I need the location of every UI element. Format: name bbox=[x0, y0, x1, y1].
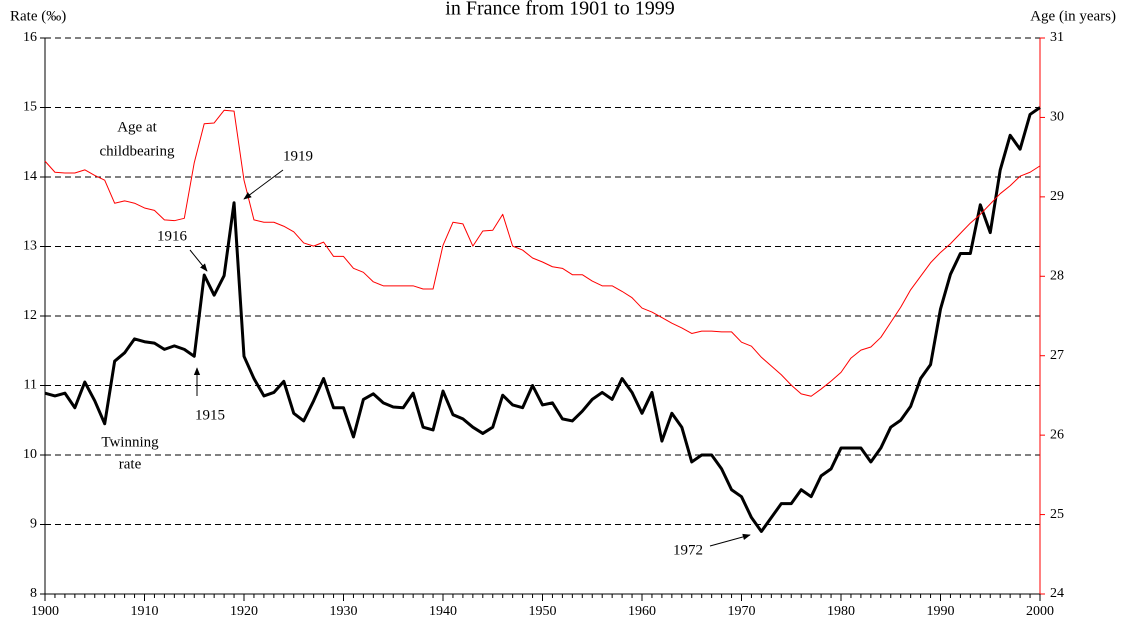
x-tick-label: 1980 bbox=[827, 604, 855, 619]
annotation: 1972 bbox=[673, 542, 703, 558]
y2-axis-label: Age (in years) bbox=[1030, 8, 1116, 24]
x-tick-label: 1950 bbox=[529, 604, 557, 619]
annotation: 1915 bbox=[195, 407, 225, 423]
y2-tick-label: 30 bbox=[1050, 110, 1064, 125]
y-tick-label: 16 bbox=[23, 30, 37, 45]
y2-tick-label: 24 bbox=[1050, 586, 1064, 601]
y-axis-label: Rate (‰) bbox=[10, 8, 66, 24]
annotation-arrow bbox=[189, 249, 208, 272]
y2-tick-label: 27 bbox=[1050, 348, 1064, 363]
y-tick-label: 9 bbox=[30, 517, 37, 532]
data-line bbox=[44, 109, 1041, 397]
annotation-arrow bbox=[243, 169, 284, 200]
x-tick-label: 1900 bbox=[31, 604, 59, 619]
y-tick-label: 11 bbox=[24, 378, 37, 393]
x-tick-label: 1940 bbox=[429, 604, 457, 619]
y2-tick-label: 29 bbox=[1050, 189, 1064, 204]
y-tick-label: 13 bbox=[23, 239, 37, 254]
x-tick-label: 1960 bbox=[628, 604, 656, 619]
chart-title: in France from 1901 to 1999 bbox=[445, 0, 674, 20]
y-tick-label: 10 bbox=[23, 447, 37, 462]
x-tick-label: 1910 bbox=[131, 604, 159, 619]
x-tick-label: 2000 bbox=[1026, 604, 1054, 619]
x-tick-label: 1930 bbox=[330, 604, 358, 619]
annotation-arrow bbox=[709, 533, 751, 547]
x-tick-label: 1970 bbox=[728, 604, 756, 619]
y2-tick-label: 28 bbox=[1050, 269, 1064, 284]
y-tick-label: 15 bbox=[23, 100, 37, 115]
annotation: 1919 bbox=[283, 148, 313, 164]
annotation: Twinning bbox=[101, 434, 159, 450]
annotation: rate bbox=[119, 456, 142, 472]
annotation: childbearing bbox=[100, 143, 175, 159]
y-tick-label: 8 bbox=[30, 586, 37, 601]
annotation: Age at bbox=[117, 119, 157, 135]
y2-tick-label: 25 bbox=[1050, 507, 1064, 522]
y2-tick-label: 31 bbox=[1050, 30, 1064, 45]
y-tick-label: 14 bbox=[23, 169, 37, 184]
y2-tick-label: 26 bbox=[1050, 427, 1064, 442]
data-line bbox=[44, 106, 1041, 533]
x-tick-label: 1990 bbox=[927, 604, 955, 619]
annotation: 1916 bbox=[157, 228, 188, 244]
x-tick-label: 1920 bbox=[230, 604, 258, 619]
y-tick-label: 12 bbox=[23, 308, 37, 323]
